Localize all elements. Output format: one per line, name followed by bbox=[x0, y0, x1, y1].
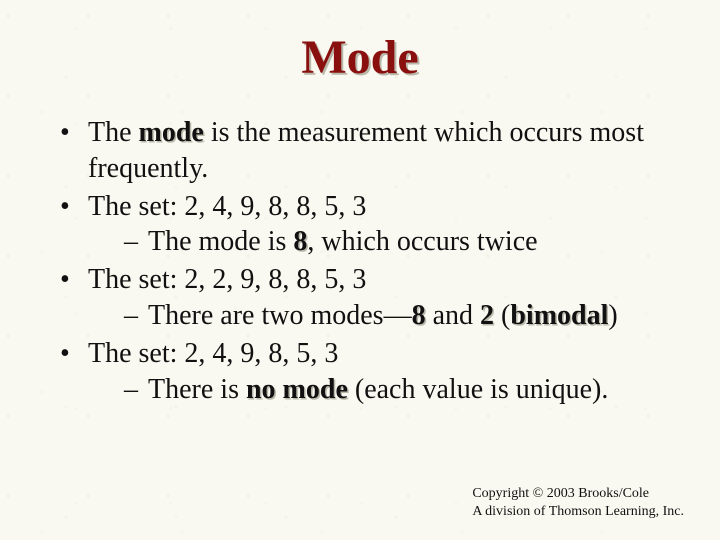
bullet-3-sub-b1: 8 bbox=[412, 300, 426, 331]
bullet-2-sub-list: The mode is 8, which occurs twice bbox=[88, 224, 680, 260]
bullet-3-set: The set: 2, 2, 9, 8, 8, 5, 3 bbox=[88, 264, 366, 295]
footer-line-2: A division of Thomson Learning, Inc. bbox=[472, 503, 684, 521]
bullet-2-sub: The mode is 8, which occurs twice bbox=[124, 224, 680, 260]
bullet-3-sub-pre: There are two modes— bbox=[148, 300, 412, 331]
bullet-3: The set: 2, 2, 9, 8, 8, 5, 3 There are t… bbox=[60, 262, 680, 334]
bullet-4-sub-bold: no mode bbox=[246, 374, 348, 405]
bullet-4-set: The set: 2, 4, 9, 8, 5, 3 bbox=[88, 338, 338, 369]
bullet-3-sub-b2: 2 bbox=[480, 300, 494, 331]
bullet-2-sub-bold: 8 bbox=[293, 226, 307, 257]
bullet-3-sub-bimodal: bimodal bbox=[510, 300, 608, 331]
bullet-2-set: The set: 2, 4, 9, 8, 8, 5, 3 bbox=[88, 191, 366, 222]
slide-title: Mode bbox=[40, 30, 680, 85]
bullet-3-sub-paren-open: ( bbox=[494, 300, 510, 331]
bullet-2: The set: 2, 4, 9, 8, 8, 5, 3 The mode is… bbox=[60, 189, 680, 261]
bullet-3-sub-paren-close: ) bbox=[608, 300, 617, 331]
footer-line-1: Copyright © 2003 Brooks/Cole bbox=[472, 485, 684, 503]
bullet-3-sub-list: There are two modes—8 and 2 (bimodal) bbox=[88, 298, 680, 334]
bullet-2-sub-pre: The mode is bbox=[148, 226, 293, 257]
bullet-4-sub-list: There is no mode (each value is unique). bbox=[88, 372, 680, 408]
bullet-3-sub: There are two modes—8 and 2 (bimodal) bbox=[124, 298, 680, 334]
bullet-4: The set: 2, 4, 9, 8, 5, 3 There is no mo… bbox=[60, 336, 680, 408]
bullet-list: The mode is the measurement which occurs… bbox=[40, 115, 680, 408]
bullet-4-sub: There is no mode (each value is unique). bbox=[124, 372, 680, 408]
bullet-4-sub-pre: There is bbox=[148, 374, 246, 405]
bullet-3-sub-mid: and bbox=[426, 300, 480, 331]
slide: Mode The mode is the measurement which o… bbox=[0, 0, 720, 540]
bullet-2-sub-post: , which occurs twice bbox=[307, 226, 537, 257]
bullet-1-bold: mode bbox=[139, 117, 204, 148]
bullet-1: The mode is the measurement which occurs… bbox=[60, 115, 680, 187]
copyright-footer: Copyright © 2003 Brooks/Cole A division … bbox=[472, 485, 684, 520]
bullet-4-sub-post: (each value is unique). bbox=[348, 374, 608, 405]
bullet-1-pre: The bbox=[88, 117, 139, 148]
